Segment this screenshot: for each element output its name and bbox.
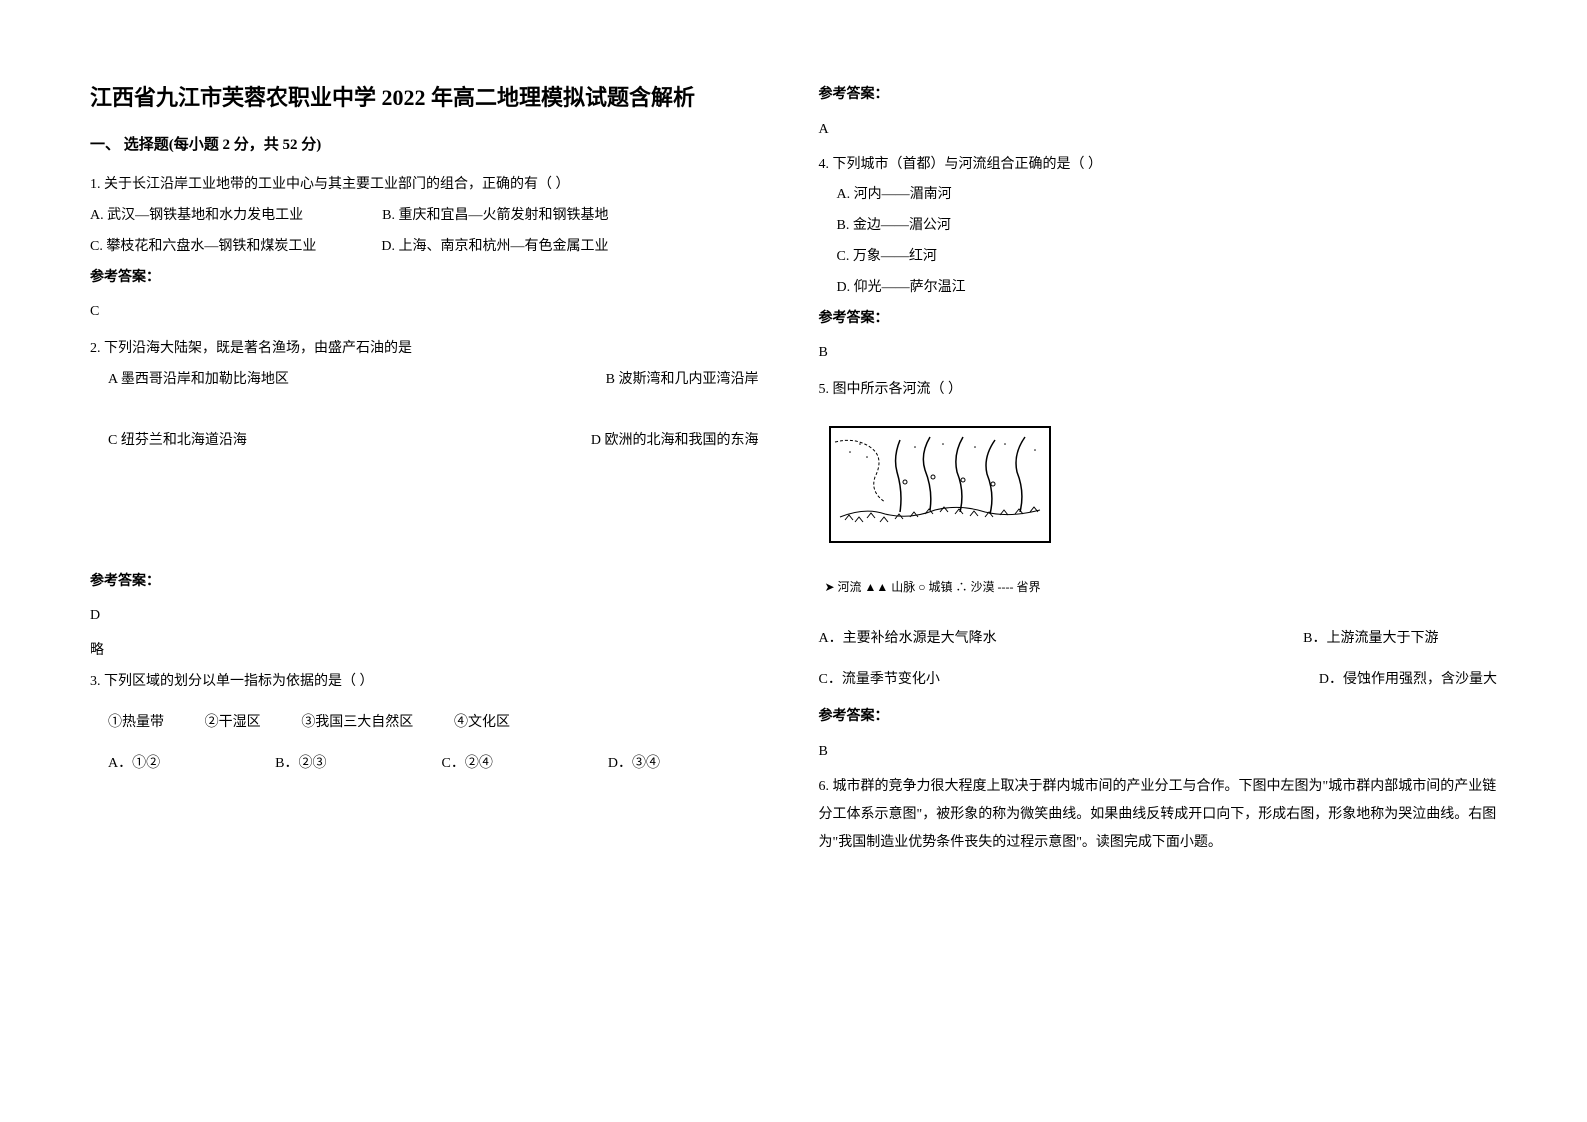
document-title: 江西省九江市芙蓉农职业中学 2022 年高二地理模拟试题含解析 bbox=[90, 80, 769, 115]
q2-optC: C 纽芬兰和北海道沿海 bbox=[90, 426, 247, 457]
q1-optB: B. 重庆和宜昌—火箭发射和钢铁基地 bbox=[382, 201, 608, 232]
q5-optC: C．流量季节变化小 bbox=[819, 665, 940, 696]
q1-optA: A. 武汉—钢铁基地和水力发电工业 bbox=[90, 201, 303, 232]
q3-opt4: ④文化区 bbox=[454, 708, 510, 739]
q5-optA: A．主要补给水源是大气降水 bbox=[819, 624, 997, 655]
q4-optD: D. 仰光——萨尔温江 bbox=[819, 273, 1498, 304]
q4-optB: B. 金边——湄公河 bbox=[819, 211, 1498, 242]
question-4: 4. 下列城市（首都）与河流组合正确的是（ ） A. 河内——湄南河 B. 金边… bbox=[819, 150, 1498, 370]
q3-nums: ①热量带 ②干湿区 ③我国三大自然区 ④文化区 bbox=[90, 708, 510, 739]
q1-row2: C. 攀枝花和六盘水—钢铁和煤炭工业 D. 上海、南京和杭州—有色金属工业 bbox=[90, 232, 769, 263]
spacer bbox=[819, 616, 1498, 624]
q4-stem: 4. 下列城市（首都）与河流组合正确的是（ ） bbox=[819, 150, 1498, 181]
question-3: 3. 下列区域的划分以单一指标为依据的是（ ） ①热量带 ②干湿区 ③我国三大自… bbox=[90, 667, 769, 779]
q5-optB: B．上游流量大于下游 bbox=[1303, 624, 1438, 655]
question-2: 2. 下列沿海大陆架，既是著名渔场，由盛产石油的是 A 墨西哥沿岸和加勒比海地区… bbox=[90, 334, 769, 456]
q2-optD: D 欧洲的北海和我国的东海 bbox=[591, 426, 759, 457]
q3-choiceC: C．②④ bbox=[442, 749, 493, 780]
q2-answer: D bbox=[90, 601, 769, 632]
q2-optB: B 波斯湾和几内亚湾沿岸 bbox=[606, 365, 759, 396]
q5-row1: A．主要补给水源是大气降水 B．上游流量大于下游 bbox=[819, 624, 1439, 655]
q2-note: 略 bbox=[90, 636, 769, 667]
q5-figure: ➤ 河流 ▲▲ 山脉 ○ 城镇 ∴ 沙漠 ---- 省界 bbox=[819, 416, 1498, 606]
q1-optD: D. 上海、南京和杭州—有色金属工业 bbox=[381, 232, 608, 263]
q1-answer: C bbox=[90, 297, 769, 328]
right-column: 参考答案： A 4. 下列城市（首都）与河流组合正确的是（ ） A. 河内——湄… bbox=[819, 80, 1498, 1042]
q3-answer-label: 参考答案： bbox=[819, 80, 1498, 111]
q1-answer-label: 参考答案： bbox=[90, 263, 769, 294]
q3-choiceB: B．②③ bbox=[275, 749, 326, 780]
q4-answer: B bbox=[819, 338, 1498, 369]
q5-answer-label: 参考答案： bbox=[819, 702, 1498, 733]
q2-stem: 2. 下列沿海大陆架，既是著名渔场，由盛产石油的是 bbox=[90, 334, 769, 365]
q4-optA: A. 河内——湄南河 bbox=[819, 180, 1498, 211]
q3-opt3: ③我国三大自然区 bbox=[301, 708, 413, 739]
q3-opt1: ①热量带 bbox=[108, 708, 164, 739]
q4-optC: C. 万象——红河 bbox=[819, 242, 1498, 273]
question-1: 1. 关于长江沿岸工业地带的工业中心与其主要工业部门的组合，正确的有（ ） A.… bbox=[90, 170, 769, 328]
q1-stem: 1. 关于长江沿岸工业地带的工业中心与其主要工业部门的组合，正确的有（ ） bbox=[90, 170, 769, 201]
q5-stem: 5. 图中所示各河流（ ） bbox=[819, 375, 1498, 406]
q3-choices: A．①② B．②③ C．②④ D．③④ bbox=[90, 749, 660, 780]
question-6: 6. 城市群的竞争力很大程度上取决于群内城市间的产业分工与合作。下图中左图为"城… bbox=[819, 773, 1498, 857]
q3-choiceA: A．①② bbox=[90, 749, 160, 780]
spacer bbox=[90, 739, 769, 749]
map-svg bbox=[825, 422, 1055, 557]
q1-row1: A. 武汉—钢铁基地和水力发电工业 B. 重庆和宜昌—火箭发射和钢铁基地 bbox=[90, 201, 769, 232]
q5-row2: C．流量季节变化小 D．侵蚀作用强烈，含沙量大 bbox=[819, 665, 1498, 696]
left-column: 江西省九江市芙蓉农职业中学 2022 年高二地理模拟试题含解析 一、 选择题(每… bbox=[90, 80, 769, 1042]
q5-optD: D．侵蚀作用强烈，含沙量大 bbox=[1319, 665, 1497, 696]
q5-caption: ➤ 河流 ▲▲ 山脉 ○ 城镇 ∴ 沙漠 ---- 省界 bbox=[825, 574, 1492, 600]
q3-choiceD: D．③④ bbox=[608, 749, 660, 780]
q6-stem: 6. 城市群的竞争力很大程度上取决于群内城市间的产业分工与合作。下图中左图为"城… bbox=[819, 773, 1498, 857]
q4-answer-label: 参考答案： bbox=[819, 304, 1498, 335]
q1-optC: C. 攀枝花和六盘水—钢铁和煤炭工业 bbox=[90, 232, 316, 263]
spacer bbox=[819, 655, 1498, 665]
q2-answer-label: 参考答案： bbox=[90, 567, 769, 598]
spacer bbox=[90, 698, 769, 708]
spacer bbox=[90, 396, 769, 426]
q3-stem: 3. 下列区域的划分以单一指标为依据的是（ ） bbox=[90, 667, 769, 698]
q2-optA: A 墨西哥沿岸和加勒比海地区 bbox=[90, 365, 289, 396]
q3-answer: A bbox=[819, 115, 1498, 146]
section-header: 一、 选择题(每小题 2 分，共 52 分) bbox=[90, 129, 769, 162]
q3-opt2: ②干湿区 bbox=[205, 708, 261, 739]
q2-row1: A 墨西哥沿岸和加勒比海地区 B 波斯湾和几内亚湾沿岸 bbox=[90, 365, 769, 396]
question-5: 5. 图中所示各河流（ ） bbox=[819, 375, 1498, 767]
q2-row2: C 纽芬兰和北海道沿海 D 欧洲的北海和我国的东海 bbox=[90, 426, 769, 457]
q5-answer: B bbox=[819, 737, 1498, 768]
